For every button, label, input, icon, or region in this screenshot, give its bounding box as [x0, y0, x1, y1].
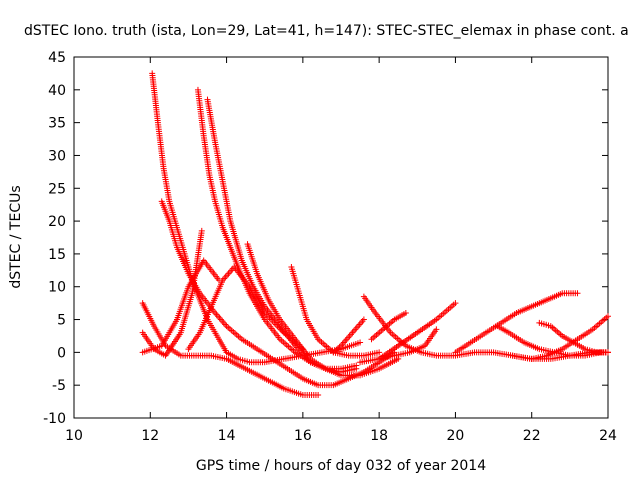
x-tick-label: 22	[523, 428, 541, 444]
series-16	[452, 290, 581, 356]
data-point	[574, 290, 581, 297]
axis-ticks: 10 12 14 16 18 20 22 24 -10 -5 0 5 10 15 20 25 30 35 40 45	[43, 50, 617, 444]
x-tick-label: 16	[294, 428, 312, 444]
y-tick-label: 25	[48, 181, 66, 197]
x-tick-label: 10	[65, 428, 83, 444]
data-point	[395, 355, 402, 362]
data-point	[315, 392, 322, 399]
series-6	[288, 264, 383, 359]
data-point	[353, 362, 360, 369]
data-point	[357, 339, 364, 346]
data-point	[360, 316, 367, 323]
data-point	[402, 309, 409, 316]
series-11	[330, 316, 367, 356]
y-tick-label: 30	[48, 148, 66, 164]
series-3	[204, 96, 360, 372]
x-tick-label: 18	[370, 428, 388, 444]
series-9	[139, 257, 222, 356]
y-tick-label: 40	[48, 83, 66, 99]
y-tick-label: 35	[48, 116, 66, 132]
y-tick-label: 5	[57, 313, 66, 329]
x-axis-label: GPS time / hours of day 032 of year 2014	[196, 458, 486, 474]
y-axis-label: dSTEC / TECUs	[8, 185, 24, 288]
series-1	[149, 70, 364, 366]
data-point	[605, 349, 611, 356]
data-point	[299, 346, 306, 353]
series-15	[376, 326, 440, 362]
data-point	[433, 326, 440, 333]
x-tick-label: 14	[218, 428, 236, 444]
series-10	[185, 264, 306, 353]
x-tick-label: 24	[599, 428, 617, 444]
y-tick-label: 10	[48, 280, 66, 296]
data-point	[376, 349, 383, 356]
y-tick-label: 45	[48, 50, 66, 66]
data-point	[198, 227, 205, 234]
chart-title: dSTEC Iono. truth (ista, Lon=29, Lat=41,…	[24, 23, 629, 39]
series-5	[244, 241, 402, 379]
data-point	[452, 300, 459, 307]
series-2	[194, 86, 360, 376]
series-20	[509, 349, 611, 362]
y-tick-label: 15	[48, 247, 66, 263]
x-tick-label: 20	[447, 428, 465, 444]
y-tick-label: 0	[57, 345, 66, 361]
y-tick-label: -5	[52, 378, 66, 394]
plot-frame	[73, 56, 609, 419]
data-point	[605, 313, 611, 320]
y-tick-label: -10	[43, 411, 66, 427]
series-8	[139, 227, 205, 359]
series-13	[368, 309, 409, 343]
x-tick-label: 12	[141, 428, 159, 444]
y-tick-label: 20	[48, 214, 66, 230]
data-points	[139, 70, 611, 399]
